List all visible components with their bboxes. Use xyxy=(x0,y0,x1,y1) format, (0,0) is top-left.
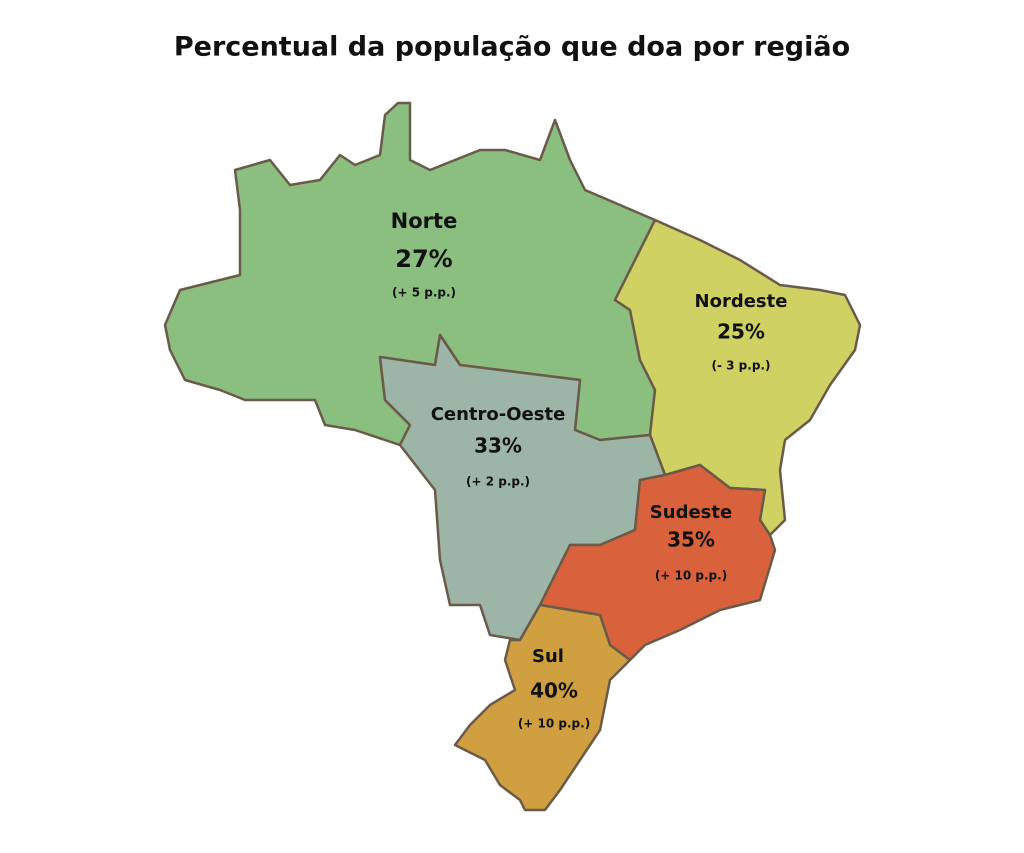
region-nordeste xyxy=(613,218,862,537)
region-name: Nordeste xyxy=(695,291,788,312)
region-change: (+ 2 p.p.) xyxy=(466,475,530,489)
region-value: 33% xyxy=(474,434,522,458)
region-change: (+ 5 p.p.) xyxy=(392,286,456,300)
map-title: Percentual da população que doa por regi… xyxy=(174,32,850,63)
region-value: 27% xyxy=(395,245,452,273)
region-name: Sudeste xyxy=(650,502,732,523)
region-change: (+ 10 p.p.) xyxy=(518,717,590,731)
region-name: Centro-Oeste xyxy=(431,404,566,425)
region-value: 35% xyxy=(667,528,715,552)
region-name: Norte xyxy=(391,209,458,233)
region-sudeste xyxy=(538,463,777,662)
region-name: Sul xyxy=(532,646,564,667)
region-change: (- 3 p.p.) xyxy=(712,359,771,373)
region-sul xyxy=(453,603,632,812)
region-change: (+ 10 p.p.) xyxy=(655,569,727,583)
region-value: 25% xyxy=(717,320,765,344)
region-value: 40% xyxy=(530,679,578,703)
